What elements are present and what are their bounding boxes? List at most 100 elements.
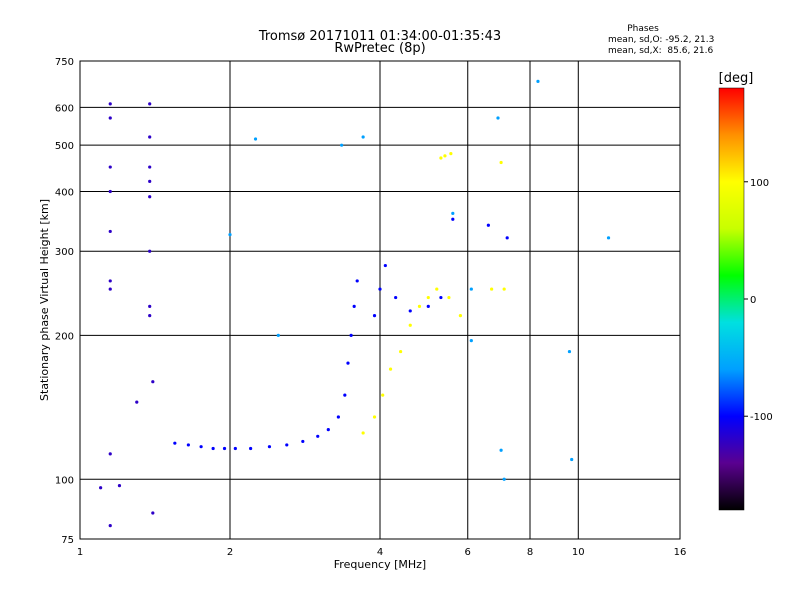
data-point [352, 304, 356, 308]
data-point [148, 165, 152, 169]
data-point [399, 349, 403, 354]
data-point [451, 217, 455, 221]
colorbar-tick-label: 0 [750, 295, 756, 306]
colorbar-label: [deg] [719, 71, 754, 86]
data-point [343, 393, 347, 397]
data-point [228, 232, 232, 237]
data-point [490, 287, 494, 291]
data-point [439, 156, 443, 160]
data-point [108, 229, 112, 234]
colorbar: 100 0 -100 [718, 87, 773, 511]
data-point [276, 333, 280, 337]
data-point [211, 446, 215, 451]
y-tick-label: 600 [55, 103, 74, 114]
data-point [346, 361, 350, 365]
data-point [199, 445, 203, 449]
data-point [361, 431, 365, 435]
y-tick-label: 100 [55, 475, 74, 486]
data-point [606, 236, 611, 240]
data-point [108, 279, 112, 283]
data-point [349, 333, 353, 337]
x-tick-label: 16 [674, 547, 687, 558]
data-point [222, 446, 227, 451]
data-point [233, 446, 237, 451]
data-point [361, 135, 365, 139]
data-point [151, 380, 155, 384]
data-point [496, 116, 500, 120]
data-point [148, 102, 152, 106]
axis-ticks: 1 2 4 6 8 10 16 75 100 200 300 400 500 600 750 [55, 57, 686, 558]
data-point [148, 304, 152, 308]
y-axis-label: Stationary phase Virtual Height [km] [38, 199, 51, 401]
data-point [148, 135, 152, 139]
y-tick-label: 300 [55, 247, 74, 258]
data-point [316, 434, 320, 438]
data-point [486, 223, 490, 227]
x-tick-label: 2 [227, 547, 233, 558]
data-point [135, 400, 139, 404]
data-point [502, 477, 506, 481]
data-point [355, 279, 359, 283]
grid [79, 60, 681, 540]
y-tick-label: 400 [55, 187, 74, 198]
data-point [108, 189, 112, 194]
data-point [378, 287, 382, 291]
x-tick-label: 10 [572, 547, 585, 558]
data-point [117, 484, 122, 488]
y-tick-label: 750 [55, 57, 74, 68]
data-point [469, 339, 473, 343]
data-point [458, 314, 463, 318]
data-point [451, 211, 455, 215]
data-point [408, 323, 412, 327]
data-point [567, 349, 572, 354]
data-point [447, 295, 451, 300]
data-point [108, 452, 112, 456]
data-point [408, 309, 412, 313]
y-tick-label: 500 [55, 141, 74, 152]
data-point [151, 511, 155, 515]
data-point [570, 457, 574, 462]
x-axis-label: Frequency [MHz] [334, 558, 426, 571]
data-point [340, 143, 344, 147]
data-point [435, 287, 439, 291]
data-point [388, 367, 393, 371]
data-point [426, 295, 430, 300]
data-point [285, 443, 289, 447]
data-point [499, 160, 503, 165]
data-point [267, 445, 272, 449]
data-point [108, 102, 112, 106]
chart-title: Tromsø 20171011 01:34:00-01:35:43 [258, 29, 501, 44]
data-point [186, 443, 190, 447]
colorbar-bar [718, 87, 745, 511]
data-point [469, 287, 473, 291]
data-point [173, 441, 177, 445]
data-point [301, 439, 305, 444]
x-tick-label: 8 [527, 547, 533, 558]
data-point [148, 314, 152, 318]
phases-o-stats: mean, sd,O: -95.2, 21.3 [608, 35, 714, 45]
x-tick-label: 1 [77, 547, 83, 558]
data-point [394, 295, 398, 300]
data-point [499, 448, 503, 452]
data-point [336, 415, 340, 419]
data-point [326, 428, 330, 432]
data-point [417, 304, 422, 308]
data-point [502, 287, 506, 291]
data-point [108, 287, 112, 291]
data-point [99, 486, 103, 490]
data-point [148, 249, 152, 253]
data-point [449, 152, 453, 156]
data-point [249, 446, 253, 451]
y-tick-label: 75 [61, 535, 74, 546]
colorbar-tick-label: -100 [750, 412, 773, 423]
x-tick-label: 6 [465, 547, 471, 558]
data-point [253, 137, 258, 141]
data-point [381, 393, 385, 397]
data-point [383, 263, 387, 268]
phases-heading: Phases [627, 24, 659, 34]
data-point [505, 236, 509, 240]
colorbar-tick-label: 100 [750, 178, 769, 189]
data-point [536, 79, 540, 83]
